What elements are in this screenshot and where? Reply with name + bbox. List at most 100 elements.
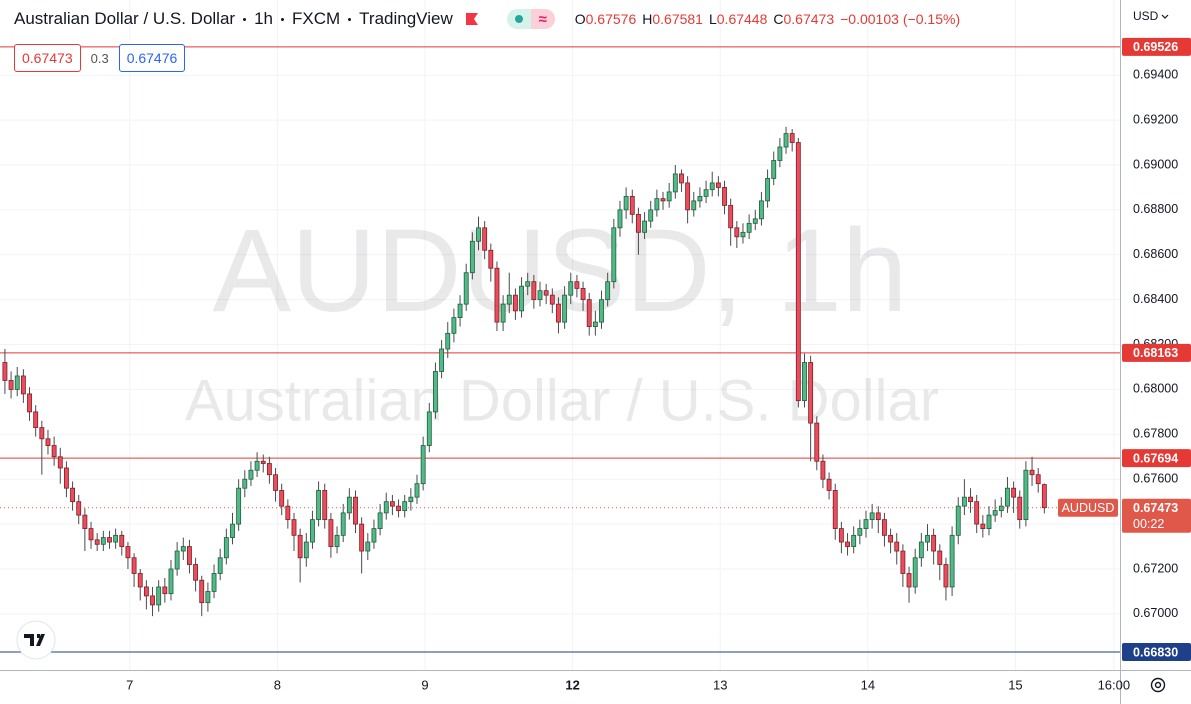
- x-tick-label: 15: [1008, 677, 1022, 692]
- candle-body: [500, 303, 506, 323]
- candle-body: [875, 512, 881, 521]
- candle-body: [746, 222, 752, 233]
- candle-body: [580, 288, 586, 301]
- interval[interactable]: 1h: [254, 9, 273, 28]
- x-tick-label: 12: [565, 677, 579, 692]
- ohlc-value: 0.67473: [783, 11, 835, 27]
- candle-body: [660, 198, 666, 202]
- x-tick-label: 9: [421, 677, 428, 692]
- x-tick-label: 14: [861, 677, 875, 692]
- x-tick-label: 16:00: [1098, 677, 1131, 692]
- change: −0.00103: [840, 11, 899, 27]
- candle-body: [27, 393, 32, 413]
- candle-body: [623, 195, 629, 211]
- candle-body: [187, 546, 192, 565]
- candle-body: [672, 173, 678, 193]
- x-tick-label: 13: [713, 677, 727, 692]
- price-label: 0.66830: [1133, 645, 1178, 659]
- separator: [348, 17, 352, 21]
- candle-body: [316, 490, 322, 521]
- candle-body: [703, 189, 709, 197]
- tv-logo[interactable]: [16, 620, 56, 660]
- candle-body: [2, 362, 8, 381]
- candle-body: [119, 534, 125, 547]
- candle-body: [113, 534, 119, 543]
- ohlc-value: 0.67448: [716, 11, 768, 27]
- y-tick-label: 0.67600: [1133, 472, 1178, 486]
- x-tick-label: 7: [126, 677, 133, 692]
- price-label: 0.68163: [1133, 346, 1178, 360]
- candle-body: [303, 541, 309, 559]
- market-status[interactable]: [506, 9, 531, 29]
- currency-caret[interactable]: [1161, 14, 1169, 19]
- candle-body: [968, 496, 973, 503]
- candle-body: [808, 362, 814, 424]
- ohlc-legend: O0.67576 H0.67581 L0.67448 C0.67473 −0.00103…: [575, 11, 960, 27]
- candle-body: [888, 534, 894, 543]
- candle-body: [955, 505, 961, 536]
- candle-body: [697, 195, 703, 202]
- candle-body: [346, 496, 352, 514]
- current-price-box: [1122, 498, 1191, 533]
- time-axis: [0, 670, 1191, 704]
- candle-body: [912, 557, 918, 588]
- buy-button[interactable]: 0.67476: [118, 44, 186, 72]
- ohlc-item: L0.67448: [709, 11, 767, 27]
- ohlc-item: H0.67581: [642, 11, 703, 27]
- price-label: 0.67694: [1133, 451, 1178, 465]
- ohlc-item: O0.67576: [575, 11, 637, 27]
- flag-icon[interactable]: [465, 12, 479, 26]
- candle-body: [107, 537, 112, 543]
- price-label-box: [1122, 343, 1191, 362]
- data-status[interactable]: ≈: [530, 9, 555, 29]
- ohlc-label: L: [708, 11, 717, 27]
- candle-body: [70, 487, 76, 503]
- symbol-title[interactable]: Australian Dollar / U.S. Dollar: [14, 9, 236, 28]
- separator: [243, 17, 247, 21]
- x-tick-label: 8: [274, 677, 281, 692]
- candle-body: [14, 375, 20, 390]
- symbol-label: AUDUSD: [1062, 501, 1115, 515]
- candle-body: [900, 550, 906, 574]
- candle-body: [611, 227, 617, 283]
- settings-gear[interactable]: [1150, 677, 1166, 693]
- candle-body: [752, 218, 758, 224]
- candle-body: [894, 541, 900, 552]
- candle-body: [242, 478, 248, 489]
- currency-select[interactable]: USD: [1133, 9, 1159, 23]
- candle-body: [1005, 487, 1010, 507]
- current-price-label: 0.67473: [1133, 501, 1178, 515]
- candle-body: [174, 550, 180, 570]
- candle-body: [383, 501, 389, 514]
- y-tick-label: 0.68600: [1133, 247, 1178, 261]
- candle-body: [826, 478, 832, 491]
- candle-body: [328, 519, 334, 547]
- candle-body: [396, 505, 401, 512]
- candle-body: [51, 445, 57, 458]
- candle-body: [285, 505, 291, 521]
- candle-body: [906, 573, 912, 588]
- candle-body: [832, 490, 838, 529]
- watermark-name: Australian Dollar / U.S. Dollar: [185, 368, 939, 433]
- candle-body: [998, 505, 1004, 512]
- candle-body: [783, 133, 789, 148]
- data-source: TradingView: [359, 9, 453, 28]
- candle-body: [851, 534, 857, 547]
- candle-body: [150, 595, 155, 606]
- candle-body: [937, 550, 943, 565]
- candle-body: [76, 501, 82, 516]
- candle-body: [605, 281, 611, 301]
- ohlc-label: C: [773, 11, 784, 27]
- y-tick-label: 0.69000: [1133, 157, 1178, 171]
- status-pills[interactable]: ≈: [506, 9, 555, 29]
- candle-body: [537, 290, 543, 301]
- candle-body: [722, 187, 727, 206]
- candle-body: [506, 294, 512, 305]
- candle-body: [592, 321, 598, 327]
- candle-body: [512, 294, 518, 312]
- candle-body: [223, 537, 229, 559]
- candle-body: [254, 460, 260, 471]
- candle-body: [8, 380, 14, 390]
- sell-button[interactable]: 0.67473: [14, 44, 81, 72]
- candle-body: [525, 281, 531, 287]
